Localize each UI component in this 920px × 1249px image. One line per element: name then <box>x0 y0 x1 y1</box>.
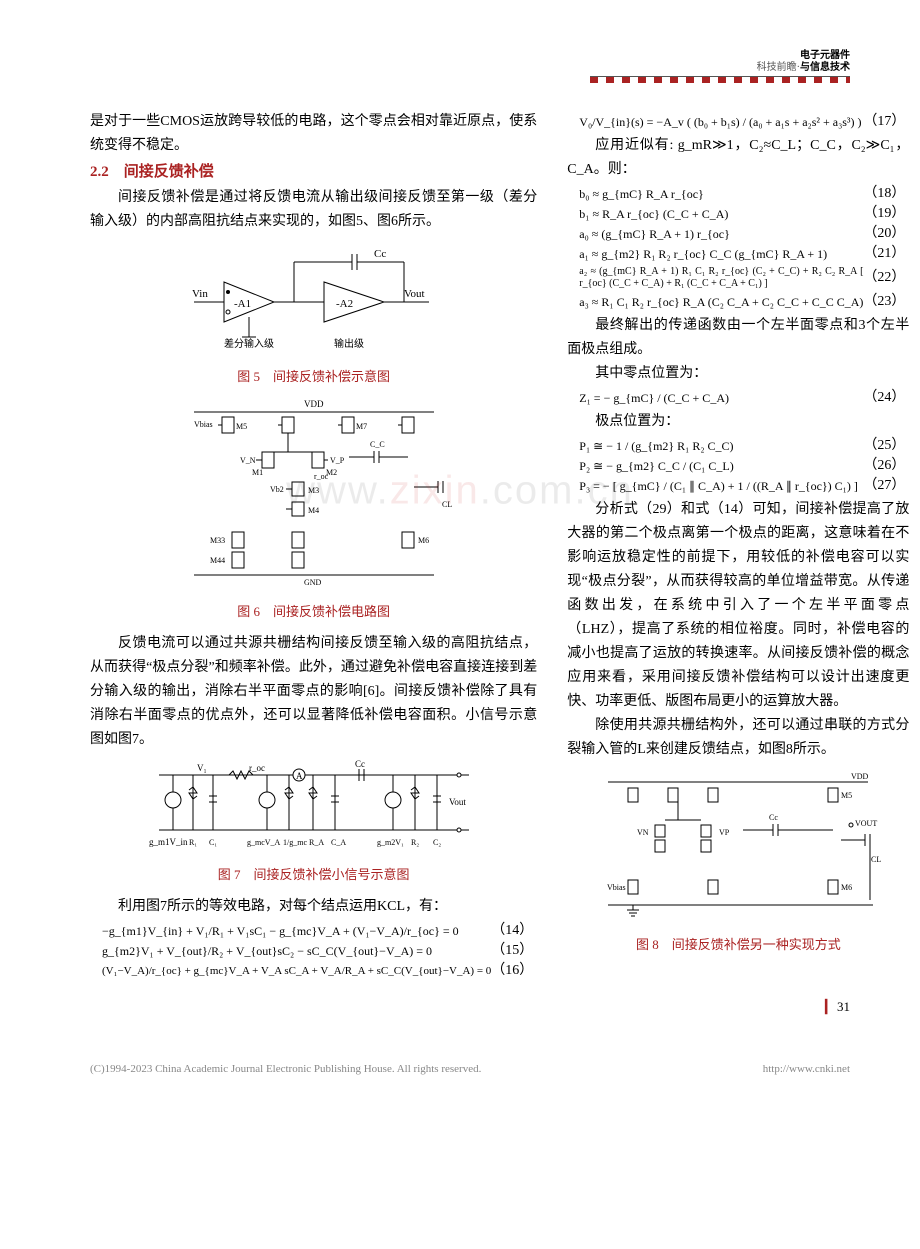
svg-text:Cc: Cc <box>355 760 365 769</box>
svg-text:CL: CL <box>871 855 881 864</box>
header-rule <box>590 76 850 83</box>
svg-text:C₁: C₁ <box>209 838 217 847</box>
header-journal-2: 与信息技术 <box>800 62 850 73</box>
svg-text:g_m2V₁: g_m2V₁ <box>377 838 404 847</box>
eq-16: (V₁−V_A)/r_{oc} + g_{mc}V_A + V_A sC_A +… <box>90 963 537 979</box>
para-alt: 除使用共源共栅结构外，还可以通过串联的方式分裂输入管的L来创建反馈结点，如图8所… <box>567 714 909 762</box>
svg-text:M6: M6 <box>841 883 852 892</box>
para-analysis: 分析式（29）和式（14）可知，间接补偿提高了放大器的第二个极点离第一个极点的距… <box>567 498 909 714</box>
eq-17: V₀/V_{in}(s) = −A_v ( (b₀ + b₁s) / (a₀ +… <box>567 114 909 130</box>
svg-text:GND: GND <box>304 578 322 587</box>
fig5-stage2: 输出级 <box>334 337 364 350</box>
eq-15: g_{m2}V₁ + V_{out}/R₂ + V_{out}sC₂ − sC_… <box>90 943 537 959</box>
svg-text:g_mcV_A: g_mcV_A <box>247 838 281 847</box>
figure-8: VDD M5 M6 VN VP <box>567 770 909 929</box>
svg-text:g_m1V_in: g_m1V_in <box>149 837 188 847</box>
svg-text:VDD: VDD <box>851 772 869 781</box>
footer-copyright: (C)1994-2023 China Academic Journal Elec… <box>90 1063 481 1075</box>
eq-19: b₁ ≈ R_A r_{oc} (C_C + C_A)（19） <box>567 206 909 222</box>
svg-text:CL: CL <box>442 500 452 509</box>
svg-text:M5: M5 <box>841 791 852 800</box>
para-approx: 应用近似有: g_mR≫1，C₂≈C_L；C_C，C₂≫C₁，C_A。则： <box>567 134 909 182</box>
fig6-caption: 图 6 间接反馈补偿电路图 <box>90 600 537 624</box>
para-after-fig6: 反馈电流可以通过共源共栅结构间接反馈至输入级的高阻抗结点，从而获得“极点分裂”和… <box>90 632 537 752</box>
para-after-fig7: 利用图7所示的等效电路，对每个结点运用KCL，有： <box>90 895 537 919</box>
svg-text:VP: VP <box>719 828 730 837</box>
svg-text:V₁: V₁ <box>197 763 207 773</box>
fig5-a1: -A1 <box>234 298 251 310</box>
eq-23: a₃ ≈ R₁ C₁ R₂ r_{oc} R_A (C₂ C_A + C₂ C_… <box>567 294 909 310</box>
eq-26: P₂ ≅ − g_{m2} C_C / (C₁ C_L)（26） <box>567 458 909 474</box>
fig5-cc: Cc <box>374 248 386 260</box>
svg-text:VN: VN <box>637 828 649 837</box>
svg-text:M3: M3 <box>308 486 319 495</box>
page-header: 电子元器件 科技前瞻·与信息技术 <box>90 50 850 90</box>
header-journal-1: 电子元器件 <box>800 50 850 61</box>
svg-text:R₁: R₁ <box>189 838 197 847</box>
svg-text:Vb2: Vb2 <box>270 485 284 494</box>
svg-text:M33: M33 <box>210 536 225 545</box>
svg-text:1/g_mc: 1/g_mc <box>283 838 307 847</box>
eq-25: P₁ ≅ − 1 / (g_{m2} R₁ R₂ C_C)（25） <box>567 438 909 454</box>
svg-text:r_oc: r_oc <box>314 472 329 481</box>
figure-7: r_oc A Cc <box>90 760 537 859</box>
para-pole: 极点位置为： <box>567 410 909 434</box>
fig5-a2: -A2 <box>336 298 353 310</box>
figure-5: Vin -A1 -A2 Vout Cc <box>90 242 537 361</box>
svg-text:M1: M1 <box>252 468 263 477</box>
svg-text:M4: M4 <box>308 506 319 515</box>
svg-text:C_C: C_C <box>370 440 385 449</box>
svg-text:M5: M5 <box>236 422 247 431</box>
svg-text:R_A: R_A <box>309 838 324 847</box>
para-22: 间接反馈补偿是通过将反馈电流从输出级间接反馈至第一级（差分输入级）的内部高阻抗结… <box>90 186 537 234</box>
fig7-caption: 图 7 间接反馈补偿小信号示意图 <box>90 863 537 887</box>
page-number: 31 <box>90 999 850 1015</box>
svg-text:Cc: Cc <box>769 813 778 822</box>
fig8-caption: 图 8 间接反馈补偿另一种实现方式 <box>567 933 909 957</box>
svg-text:M6: M6 <box>418 536 429 545</box>
svg-text:r_oc: r_oc <box>249 763 265 773</box>
svg-text:A: A <box>296 771 303 781</box>
svg-text:V_N: V_N <box>240 456 256 465</box>
page-footer: (C)1994-2023 China Academic Journal Elec… <box>0 1045 920 1085</box>
left-column: 是对于一些CMOS运放跨导较低的电路，这个零点会相对靠近原点，使系统变得不稳定。… <box>90 110 537 983</box>
section-2-2-title: 2.2 间接反馈补偿 <box>90 160 537 184</box>
eq-18: b₀ ≈ g_{mC} R_A r_{oc}（18） <box>567 186 909 202</box>
eq-22: a₂ ≈ (g_{mC} R_A + 1) R₁ C₁ R₂ r_{oc} (C… <box>567 266 909 290</box>
svg-text:VOUT: VOUT <box>855 819 877 828</box>
header-section: 科技前瞻· <box>757 62 800 73</box>
eq-27: P₃ = − [ g_{mC} / (C₁ ∥ C_A) + 1 / ((R_A… <box>567 478 909 494</box>
para-solve: 最终解出的传递函数由一个左半面零点和3个左半面极点组成。 <box>567 314 909 362</box>
fig5-vin: Vin <box>192 288 208 300</box>
fig5-stage1: 差分输入级 <box>224 337 274 350</box>
svg-text:Vout: Vout <box>449 797 466 807</box>
svg-text:Vbias: Vbias <box>607 883 626 892</box>
svg-text:R₂: R₂ <box>411 838 419 847</box>
svg-text:M7: M7 <box>356 422 367 431</box>
svg-text:V_P: V_P <box>330 456 345 465</box>
svg-text:C₂: C₂ <box>433 838 441 847</box>
right-column: V₀/V_{in}(s) = −A_v ( (b₀ + b₁s) / (a₀ +… <box>567 110 909 983</box>
svg-text:Vbias: Vbias <box>194 420 213 429</box>
svg-text:M44: M44 <box>210 556 225 565</box>
eq-21: a₁ ≈ g_{m2} R₁ R₂ r_{oc} C_C (g_{mC} R_A… <box>567 246 909 262</box>
para-zero: 其中零点位置为： <box>567 362 909 386</box>
svg-text:C_A: C_A <box>331 838 346 847</box>
eq-20: a₀ ≈ (g_{mC} R_A + 1) r_{oc}（20） <box>567 226 909 242</box>
svg-text:VDD: VDD <box>304 399 324 409</box>
para-top: 是对于一些CMOS运放跨导较低的电路，这个零点会相对靠近原点，使系统变得不稳定。 <box>90 110 537 158</box>
fig5-vout: Vout <box>404 288 425 300</box>
figure-6: VDD Vbias M5 M7 <box>90 397 537 596</box>
footer-url: http://www.cnki.net <box>763 1063 850 1075</box>
fig5-caption: 图 5 间接反馈补偿示意图 <box>90 365 537 389</box>
eq-14: −g_{m1}V_{in} + V₁/R₁ + V₁sC₁ − g_{mc}V_… <box>90 923 537 939</box>
eq-24: Z₁ = − g_{mC} / (C_C + C_A)（24） <box>567 390 909 406</box>
